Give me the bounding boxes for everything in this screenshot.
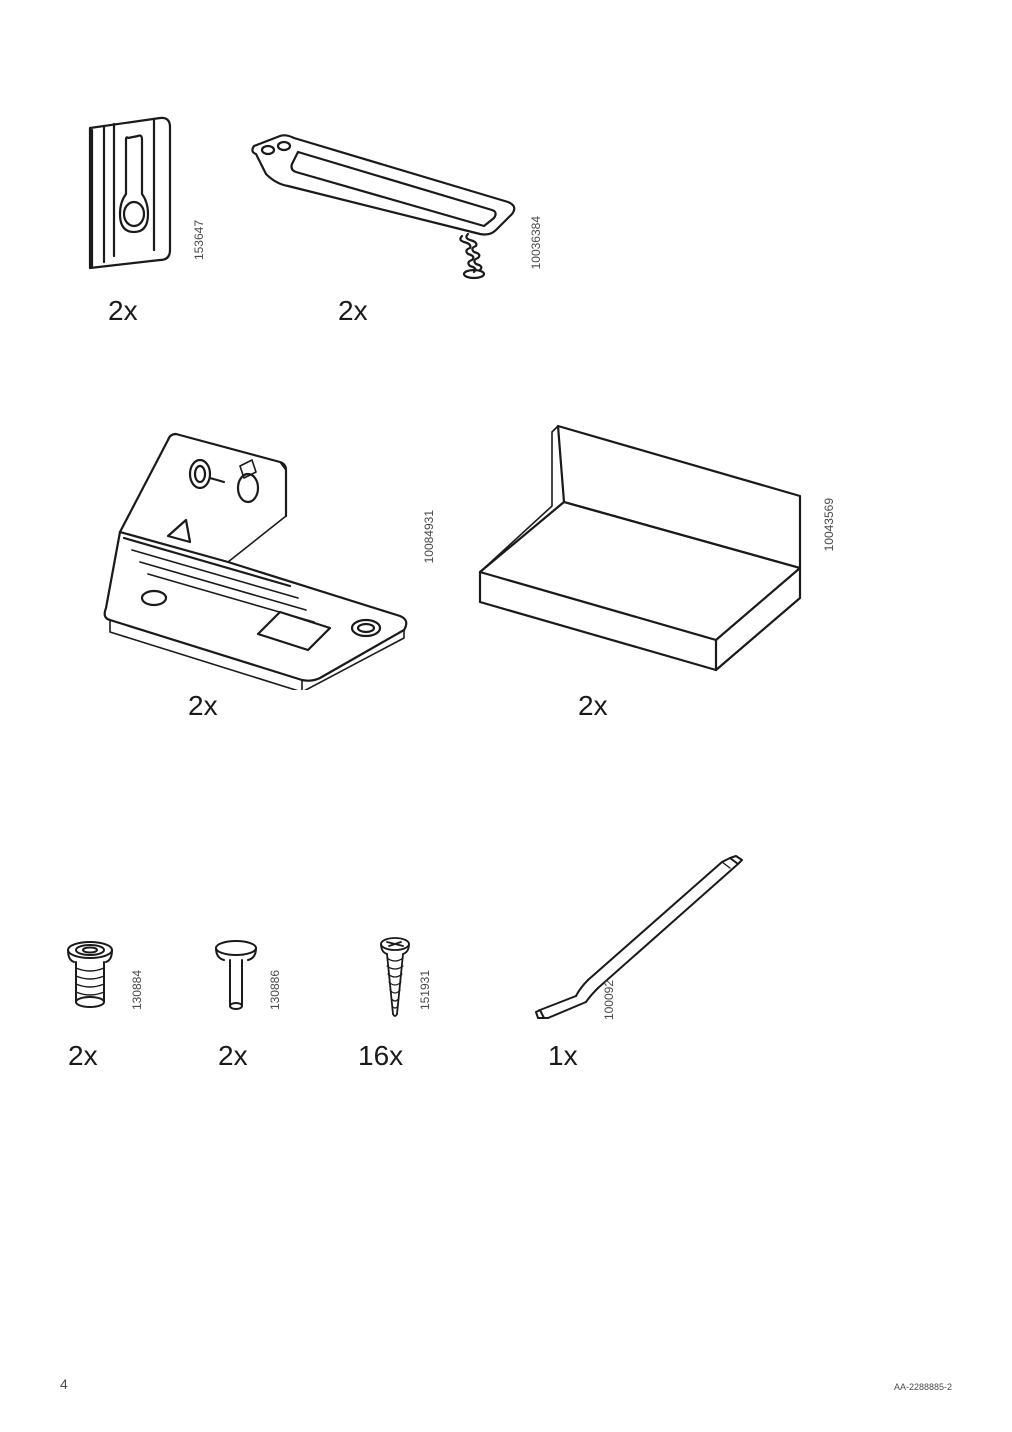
qty-6: 2x [218,1040,248,1072]
partnum-6: 130886 [268,970,282,1010]
page-number: 4 [60,1376,68,1392]
qty-5: 2x [68,1040,98,1072]
qty-8: 1x [548,1040,578,1072]
partnum-1: 153647 [192,220,206,260]
doc-id: AA-2288885-2 [894,1382,952,1392]
partnum-7: 151931 [418,970,432,1010]
partnum-4: 10043569 [822,498,836,551]
qty-7: 16x [358,1040,403,1072]
qty-1: 2x [108,295,138,327]
part-mounting-plate [80,420,420,690]
part-keyhole-bracket [80,110,190,270]
part-allen-key [520,850,750,1030]
qty-3: 2x [188,690,218,722]
partnum-5: 130884 [130,970,144,1010]
part-screw [375,936,415,1022]
partnum-8: 100092 [602,980,616,1020]
qty-2: 2x [338,295,368,327]
partnum-3: 10084931 [422,510,436,563]
part-angle-bracket [460,410,820,690]
partnum-2: 10036384 [529,216,543,269]
part-bolt [210,938,262,1020]
qty-4: 2x [578,690,608,722]
part-threaded-insert [60,940,120,1018]
part-latch [240,130,530,280]
